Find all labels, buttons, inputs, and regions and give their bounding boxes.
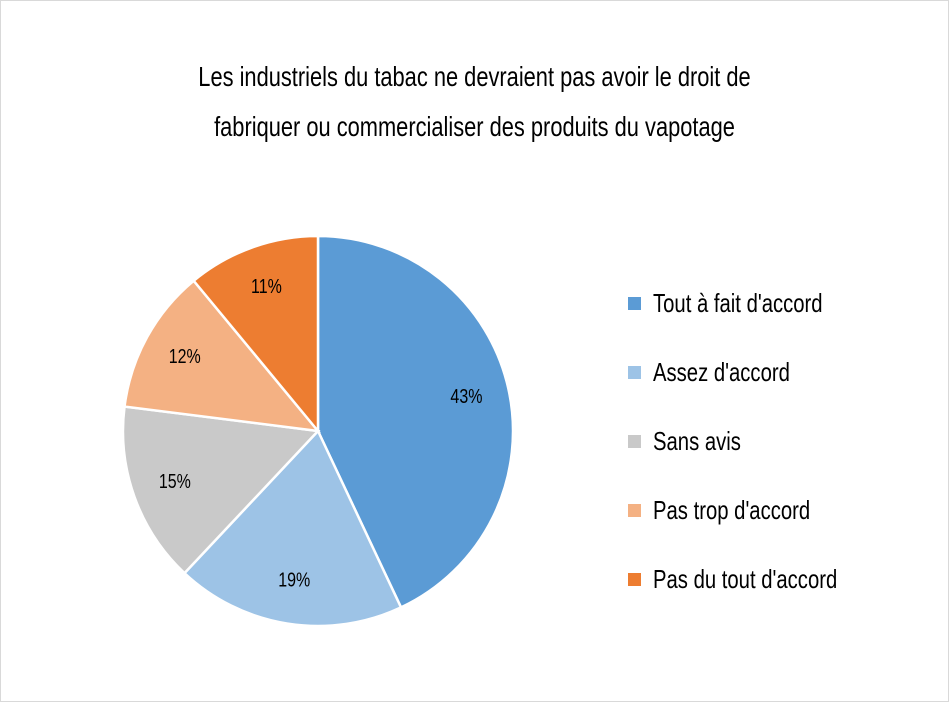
legend-item-1: Tout à fait d'accord (628, 288, 870, 318)
pie-slice-5 (191, 234, 320, 435)
chart-title-line-1: Les industriels du tabac ne devraient pa… (198, 61, 751, 92)
legend-label: Assez d'accord (653, 356, 790, 387)
data-label-2: 19% (278, 569, 310, 591)
data-label-4: 12% (169, 345, 201, 367)
chart-title-line-2: fabriquer ou commercialiser des produits… (214, 111, 735, 142)
legend-label: Pas trop d'accord (653, 494, 811, 525)
pie-slice-4 (123, 278, 321, 433)
legend-label: Pas du tout d'accord (653, 563, 838, 594)
legend-swatch (628, 434, 641, 448)
pie-slice-3 (121, 405, 321, 575)
legend-swatch (628, 296, 641, 310)
legend-item-5: Pas du tout d'accord (628, 564, 889, 594)
legend-swatch (628, 503, 641, 517)
legend-item-3: Sans avis (628, 426, 766, 456)
pie-slice-1 (316, 234, 515, 610)
data-label-1: 43% (450, 385, 482, 407)
legend-swatch (628, 572, 641, 586)
legend-label: Tout à fait d'accord (653, 287, 823, 318)
legend-swatch (628, 365, 641, 379)
legend-label: Sans avis (653, 425, 741, 456)
legend-item-2: Assez d'accord (628, 357, 829, 387)
data-label-3: 15% (159, 470, 191, 492)
pie-slice-2 (182, 428, 403, 628)
legend-item-4: Pas trop d'accord (628, 495, 855, 525)
data-label-5: 11% (251, 276, 282, 298)
